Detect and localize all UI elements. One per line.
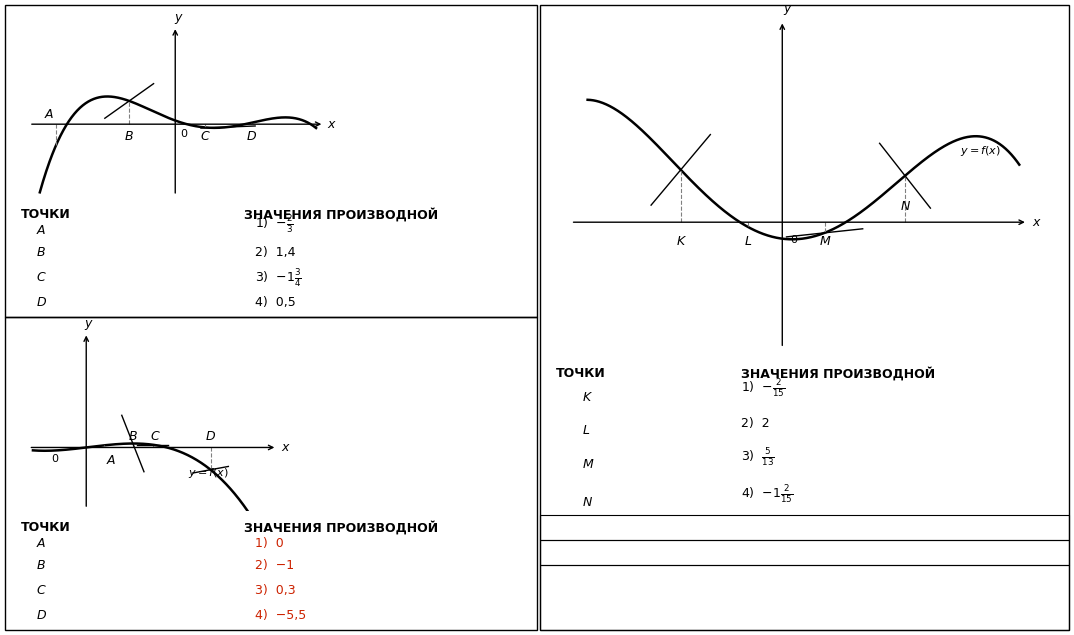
Text: 1)  $-\frac{2}{15}$: 1) $-\frac{2}{15}$ — [741, 377, 785, 399]
Text: x: x — [1032, 216, 1040, 229]
Text: C: C — [37, 271, 46, 284]
Text: A: A — [45, 108, 54, 121]
Text: L: L — [745, 235, 752, 248]
Text: ТОЧКИ: ТОЧКИ — [21, 521, 71, 533]
Text: ЗНАЧЕНИЯ ПРОИЗВОДНОЙ: ЗНАЧЕНИЯ ПРОИЗВОДНОЙ — [245, 521, 438, 535]
Text: 0: 0 — [180, 130, 188, 140]
Text: B: B — [125, 130, 133, 144]
Text: 0: 0 — [790, 235, 798, 245]
Text: M: M — [819, 235, 830, 248]
Text: y: y — [783, 2, 790, 15]
Text: y: y — [174, 11, 182, 23]
Text: 1)  $-\frac{2}{3}$: 1) $-\frac{2}{3}$ — [255, 213, 294, 235]
Text: 4)  −5,5: 4) −5,5 — [255, 609, 306, 622]
Text: A: A — [106, 453, 115, 467]
Text: K: K — [677, 235, 685, 248]
Text: 3)  0,3: 3) 0,3 — [255, 584, 295, 597]
Text: 1)  0: 1) 0 — [255, 537, 284, 550]
Text: A: A — [37, 537, 45, 550]
Text: D: D — [246, 130, 256, 144]
Text: A: A — [37, 224, 45, 237]
Text: ТОЧКИ: ТОЧКИ — [556, 366, 606, 380]
Text: 4)  0,5: 4) 0,5 — [255, 296, 295, 309]
Text: D: D — [206, 431, 216, 443]
Text: ЗНАЧЕНИЯ ПРОИЗВОДНОЙ: ЗНАЧЕНИЯ ПРОИЗВОДНОЙ — [741, 366, 935, 380]
Text: C: C — [150, 431, 159, 443]
Bar — [540, 565, 1069, 630]
Bar — [540, 5, 1069, 630]
Text: N: N — [582, 497, 592, 509]
Text: M: M — [582, 458, 593, 471]
Text: K: K — [582, 391, 591, 404]
Text: ЗНАЧЕНИЯ ПРОИЗВОДНОЙ: ЗНАЧЕНИЯ ПРОИЗВОДНОЙ — [245, 208, 438, 222]
Text: $y=f(x)$: $y=f(x)$ — [188, 466, 229, 480]
Text: ТОЧКИ: ТОЧКИ — [21, 208, 71, 221]
Text: D: D — [37, 296, 46, 309]
Text: 4)  $-1\frac{2}{15}$: 4) $-1\frac{2}{15}$ — [741, 483, 794, 505]
Text: 2)  2: 2) 2 — [741, 417, 770, 430]
Text: 0: 0 — [52, 453, 59, 464]
Text: B: B — [129, 431, 137, 443]
Text: L: L — [582, 424, 590, 438]
Text: 3)  $\frac{5}{13}$: 3) $\frac{5}{13}$ — [741, 446, 775, 468]
Text: $y=f(x)$: $y=f(x)$ — [960, 144, 1001, 158]
Text: D: D — [37, 609, 46, 622]
Text: x: x — [281, 441, 289, 454]
Text: x: x — [326, 117, 334, 131]
Text: 2)  −1: 2) −1 — [255, 559, 294, 572]
Text: 3)  $-1\frac{3}{4}$: 3) $-1\frac{3}{4}$ — [255, 267, 302, 289]
Bar — [5, 5, 537, 317]
Text: y: y — [85, 316, 92, 330]
Text: 2)  1,4: 2) 1,4 — [255, 246, 295, 260]
Text: B: B — [37, 559, 45, 572]
Bar — [5, 317, 537, 630]
Text: B: B — [37, 246, 45, 260]
Text: C: C — [37, 584, 46, 597]
Text: N: N — [900, 200, 910, 213]
Text: C: C — [201, 130, 209, 144]
Bar — [540, 515, 1069, 540]
Bar — [540, 540, 1069, 565]
